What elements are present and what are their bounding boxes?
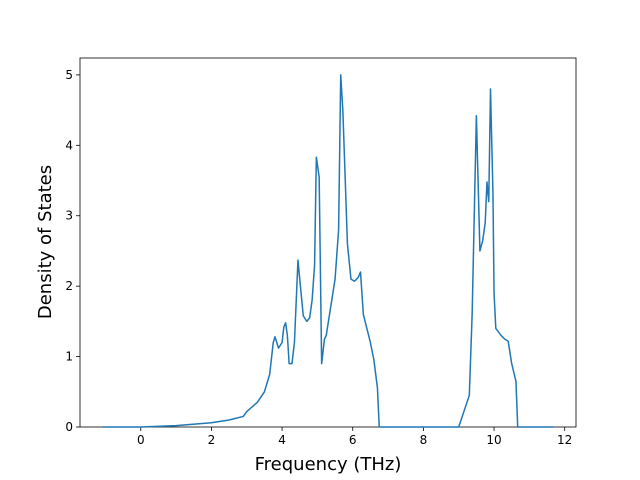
x-axis-label: Frequency (THz)	[255, 454, 402, 475]
plot-frame	[79, 57, 577, 428]
y-tick-label: 0	[65, 420, 73, 434]
x-tick-label: 6	[349, 433, 357, 447]
line	[102, 74, 554, 428]
y-tick-label: 5	[65, 68, 73, 82]
x-tick-label: 4	[278, 433, 286, 447]
y-tick-label: 4	[65, 138, 73, 152]
x-tick-label: 8	[420, 433, 428, 447]
x-tick-label: 2	[208, 433, 216, 447]
y-tick-label: 1	[65, 350, 73, 364]
y-tick-label: 2	[65, 279, 73, 293]
x-tick-label: 0	[137, 433, 145, 447]
y-tick-label: 3	[65, 209, 73, 223]
x-tick-label: 10	[486, 433, 501, 447]
x-tick-label: 12	[557, 433, 572, 447]
y-axis-label: Density of States	[35, 165, 56, 319]
